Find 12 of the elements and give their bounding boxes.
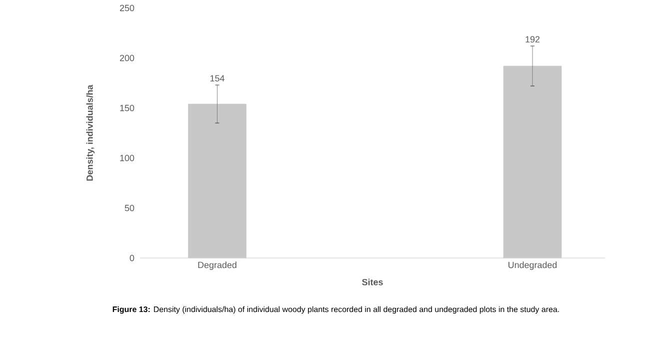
- y-tick-label: 250: [120, 4, 134, 12]
- x-axis-title: Sites: [362, 278, 383, 286]
- y-tick-label: 100: [120, 154, 134, 162]
- y-axis-title: Density, individuals/ha: [86, 84, 95, 181]
- y-tick-label: 200: [120, 54, 134, 62]
- x-tick-label: Degraded: [198, 262, 236, 270]
- y-tick-label: 50: [124, 204, 134, 212]
- y-tick-label: 150: [120, 104, 134, 112]
- y-tick-label: 0: [130, 254, 134, 262]
- data-label: 192: [526, 36, 540, 42]
- x-tick-label: Undegraded: [508, 262, 557, 270]
- data-label: 154: [210, 75, 224, 82]
